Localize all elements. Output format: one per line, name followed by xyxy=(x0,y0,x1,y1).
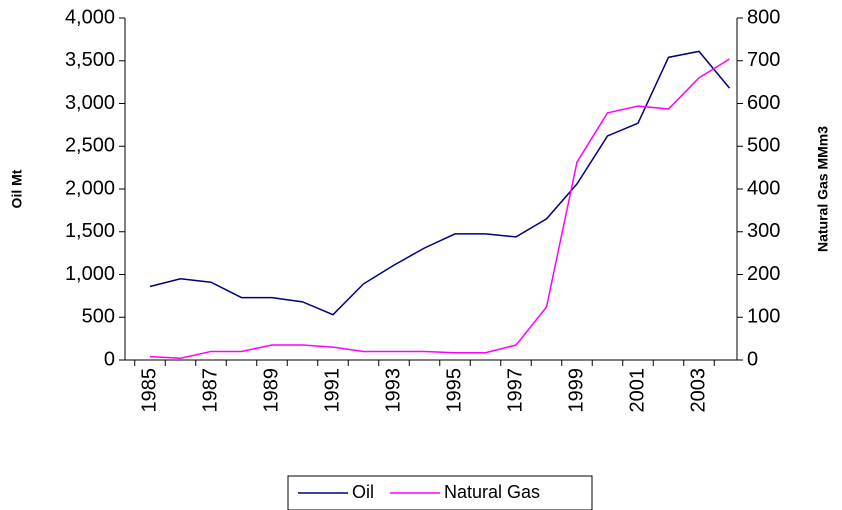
x-tick-label: 1987 xyxy=(199,368,221,413)
legend-box xyxy=(287,475,593,510)
y2-axis-title: Natural Gas MMm3 xyxy=(815,126,831,252)
x-tick-label: 1991 xyxy=(321,368,343,413)
x-tick-label: 1985 xyxy=(138,368,160,413)
legend-label: Natural Gas xyxy=(444,482,540,502)
y2-tick-label: 200 xyxy=(747,263,780,285)
y-tick-label: 3,500 xyxy=(65,49,115,71)
y-axis-title: Oil Mt xyxy=(9,169,25,208)
series-line xyxy=(149,50,731,316)
x-tick-label: 1995 xyxy=(443,368,465,413)
y-tick-label: 1,000 xyxy=(65,263,115,285)
y-tick-label: 500 xyxy=(82,306,115,328)
y-tick-label: 3,000 xyxy=(65,92,115,114)
y2-tick-label: 400 xyxy=(747,177,780,199)
x-tick-label: 1989 xyxy=(260,368,282,413)
x-tick-label: 1997 xyxy=(504,368,526,413)
x-tick-label: 2001 xyxy=(626,368,648,413)
y-tick-label: 1,500 xyxy=(65,220,115,242)
series-line xyxy=(149,58,730,360)
y2-tick-label: 700 xyxy=(747,49,780,71)
y-tick-label: 2,000 xyxy=(65,177,115,199)
x-tick-label: 1993 xyxy=(382,368,404,413)
y2-tick-label: 600 xyxy=(747,92,780,114)
y2-tick-label: 300 xyxy=(747,220,780,242)
x-tick-label: 2003 xyxy=(687,368,709,413)
y2-tick-label: 100 xyxy=(747,306,780,328)
y2-tick-label: 0 xyxy=(747,348,758,370)
y2-tick-label: 500 xyxy=(747,135,780,157)
y-tick-label: 0 xyxy=(104,348,115,370)
x-tick-label: 1999 xyxy=(565,368,587,413)
y-tick-label: 4,000 xyxy=(65,6,115,28)
legend-label: Oil xyxy=(352,482,374,502)
y-tick-label: 2,500 xyxy=(65,135,115,157)
y2-tick-label: 800 xyxy=(747,6,780,28)
